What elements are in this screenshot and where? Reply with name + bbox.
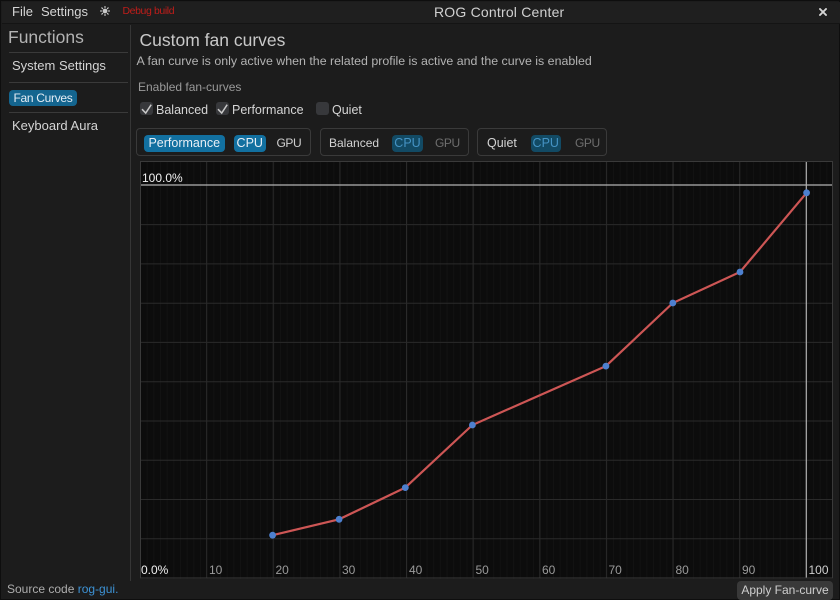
svg-text:80: 80 [676,563,690,577]
svg-text:100.0%: 100.0% [142,171,183,185]
svg-text:0.0%: 0.0% [141,563,169,577]
svg-text:40: 40 [409,563,423,577]
svg-text:20: 20 [276,563,290,577]
svg-text:30: 30 [342,563,356,577]
svg-text:100: 100 [809,563,829,577]
svg-text:10: 10 [209,563,223,577]
svg-text:60: 60 [542,563,556,577]
svg-text:70: 70 [609,563,623,577]
svg-text:50: 50 [476,563,490,577]
svg-text:90: 90 [742,563,756,577]
